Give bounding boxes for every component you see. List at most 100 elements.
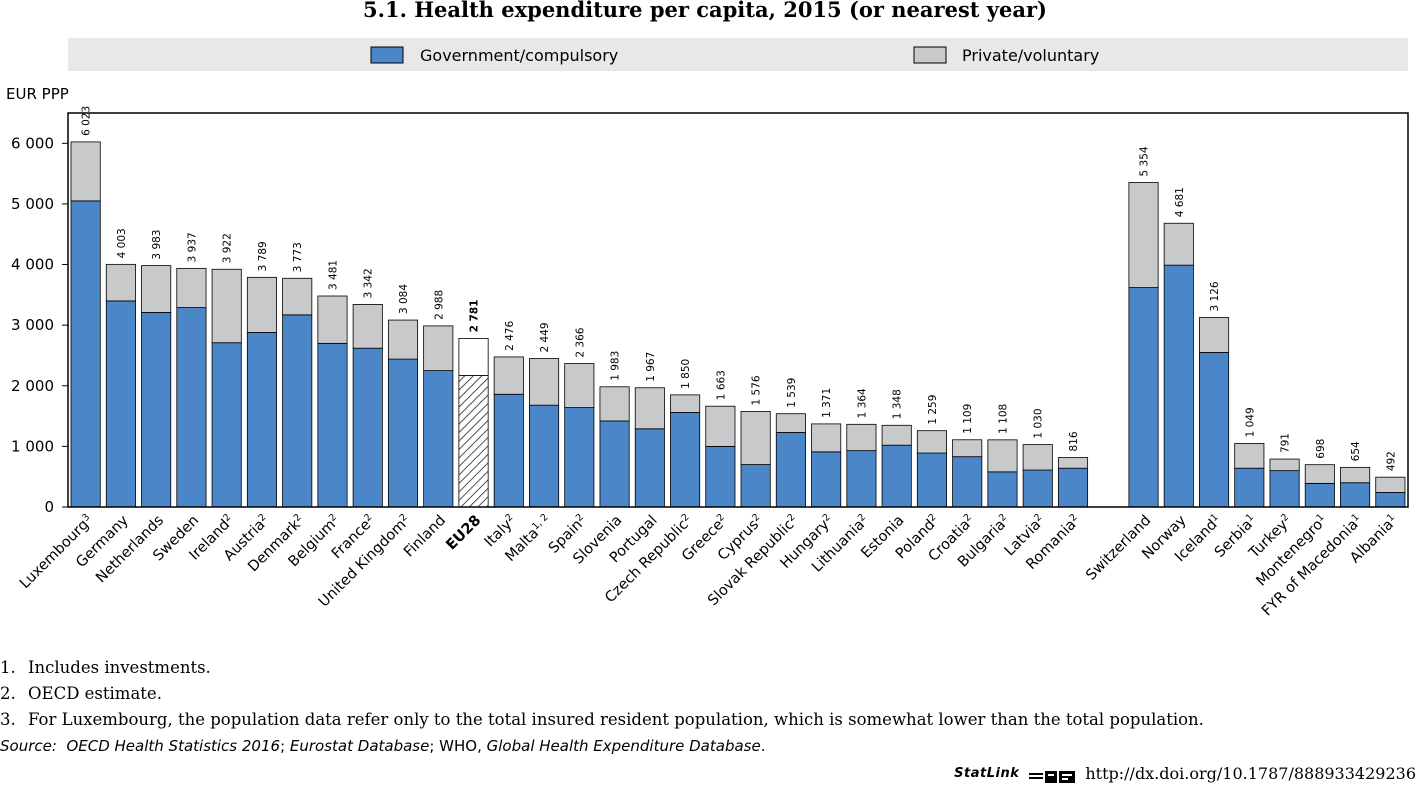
bar-private-luxembourg bbox=[70, 141, 101, 202]
bar-government-portugal bbox=[634, 428, 665, 508]
note-1-text: Includes investments. bbox=[28, 658, 211, 677]
bar-private-iceland bbox=[1199, 317, 1230, 353]
value-label-malta: 2 449 bbox=[539, 322, 551, 352]
value-label-romania: 816 bbox=[1068, 431, 1080, 451]
bar-private-slovak-republic bbox=[775, 413, 806, 433]
bar-private-montenegro bbox=[1304, 464, 1335, 484]
bar-government-turkey bbox=[1269, 470, 1300, 508]
bar-government-latvia bbox=[1022, 469, 1053, 508]
category-footnote-montenegro: 1 bbox=[1314, 511, 1326, 523]
note-1-number: 1. bbox=[0, 658, 16, 677]
value-label-hungary: 1 371 bbox=[821, 388, 833, 418]
note-3: 3. For Luxembourg, the population data re… bbox=[0, 710, 1204, 729]
bar-private-eu28 bbox=[458, 338, 489, 376]
bar-government-lithuania bbox=[846, 450, 877, 508]
bar-private-poland bbox=[916, 430, 947, 454]
y-tick-label: 6 000 bbox=[11, 134, 54, 152]
value-label-serbia: 1 049 bbox=[1244, 407, 1256, 437]
bar-private-fyr-of-macedonia bbox=[1340, 466, 1371, 484]
chart-title: 5.1. Health expenditure per capita, 2015… bbox=[363, 0, 1047, 22]
category-footnote-hungary: 2 bbox=[820, 511, 832, 523]
bar-private-greece bbox=[705, 405, 736, 447]
bar-government-malta bbox=[529, 404, 560, 508]
bar-government-hungary bbox=[811, 451, 842, 508]
value-label-greece: 1 663 bbox=[715, 370, 727, 400]
value-label-iceland: 3 126 bbox=[1209, 281, 1221, 311]
y-axis-unit: EUR PPP bbox=[6, 85, 69, 103]
category-footnote-united-kingdom: 2 bbox=[397, 511, 409, 523]
bar-government-slovak-republic bbox=[775, 432, 806, 508]
bar-private-romania bbox=[1057, 457, 1089, 469]
source-separator-1: ; bbox=[280, 737, 290, 755]
bar-private-turkey bbox=[1269, 458, 1300, 472]
bar-government-spain bbox=[564, 407, 595, 508]
legend-label-private: Private/voluntary bbox=[962, 46, 1099, 65]
category-footnote-fyr-of-macedonia: 1 bbox=[1349, 511, 1361, 523]
value-label-estonia: 1 348 bbox=[892, 389, 904, 419]
bar-government-ireland bbox=[211, 342, 242, 508]
source-part-1: OECD Health Statistics 2016 bbox=[66, 737, 281, 755]
bar-private-netherlands bbox=[141, 265, 172, 313]
bar-government-albania bbox=[1375, 492, 1406, 508]
bar-private-croatia bbox=[952, 439, 983, 458]
source-part-3: Global Health Expenditure Database bbox=[486, 737, 761, 755]
bar-private-czech-republic bbox=[670, 394, 701, 413]
bar-government-fyr-of-macedonia bbox=[1340, 482, 1371, 508]
category-footnote-cyprus: 2 bbox=[750, 511, 762, 523]
bar-private-germany bbox=[105, 263, 136, 302]
category-footnote-albania: 1 bbox=[1385, 511, 1397, 523]
category-footnote-serbia: 1 bbox=[1243, 511, 1255, 523]
bar-government-austria bbox=[246, 332, 277, 508]
value-label-latvia: 1 030 bbox=[1033, 409, 1045, 439]
statlink-logo-icon bbox=[1029, 768, 1076, 783]
value-label-eu28: 2 781 bbox=[469, 300, 481, 333]
bar-government-croatia bbox=[952, 456, 983, 508]
category-footnote-latvia: 2 bbox=[1032, 511, 1044, 523]
bar-private-france bbox=[352, 304, 383, 349]
bar-private-united-kingdom bbox=[387, 319, 419, 360]
category-footnote-france: 2 bbox=[362, 511, 374, 523]
bar-private-lithuania bbox=[846, 423, 877, 452]
value-label-croatia: 1 109 bbox=[962, 404, 974, 434]
category-label-eu28: EU28 bbox=[443, 513, 484, 554]
bar-government-luxembourg bbox=[70, 200, 101, 508]
bar-government-bulgaria bbox=[987, 471, 1018, 508]
bar-private-latvia bbox=[1022, 444, 1053, 471]
bar-private-spain bbox=[564, 363, 595, 408]
category-footnote-slovak-republic: 2 bbox=[785, 511, 797, 523]
statlink-url[interactable]: http://dx.doi.org/10.1787/888933429236 bbox=[1085, 764, 1416, 783]
bar-government-norway bbox=[1163, 264, 1194, 508]
bar-government-romania bbox=[1057, 467, 1089, 508]
note-2-text: OECD estimate. bbox=[28, 684, 162, 703]
value-label-sweden: 3 937 bbox=[186, 232, 198, 262]
value-label-portugal: 1 967 bbox=[645, 352, 657, 382]
bar-government-serbia bbox=[1234, 467, 1265, 508]
bar-private-portugal bbox=[634, 387, 665, 430]
value-label-finland: 2 988 bbox=[433, 290, 445, 320]
bar-government-netherlands bbox=[141, 312, 172, 508]
value-label-montenegro: 698 bbox=[1315, 439, 1327, 459]
bar-government-montenegro bbox=[1304, 482, 1335, 508]
bar-private-italy bbox=[493, 356, 524, 395]
value-label-germany: 4 003 bbox=[116, 228, 128, 258]
bar-private-denmark bbox=[282, 277, 313, 316]
bar-private-hungary bbox=[811, 423, 842, 453]
value-label-albania: 492 bbox=[1385, 451, 1397, 471]
value-label-spain: 2 366 bbox=[574, 327, 586, 357]
bar-private-belgium bbox=[317, 295, 348, 344]
y-tick-label: 4 000 bbox=[11, 256, 54, 274]
category-footnote-malta: 1, 2 bbox=[530, 511, 551, 532]
category-footnote-lithuania: 2 bbox=[856, 511, 868, 523]
legend-label-government: Government/compulsory bbox=[420, 46, 618, 65]
bar-private-switzerland bbox=[1128, 182, 1159, 288]
bar-government-slovenia bbox=[599, 420, 630, 508]
bar-government-greece bbox=[705, 445, 736, 508]
category-footnote-poland: 2 bbox=[926, 511, 938, 523]
source-label: Source: bbox=[0, 737, 57, 755]
value-label-austria: 3 789 bbox=[257, 241, 269, 271]
note-3-text: For Luxembourg, the population data refe… bbox=[28, 710, 1204, 729]
value-label-fyr-of-macedonia: 654 bbox=[1350, 441, 1362, 461]
value-label-poland: 1 259 bbox=[927, 395, 939, 425]
bar-government-italy bbox=[493, 393, 524, 508]
bar-private-sweden bbox=[176, 267, 207, 308]
